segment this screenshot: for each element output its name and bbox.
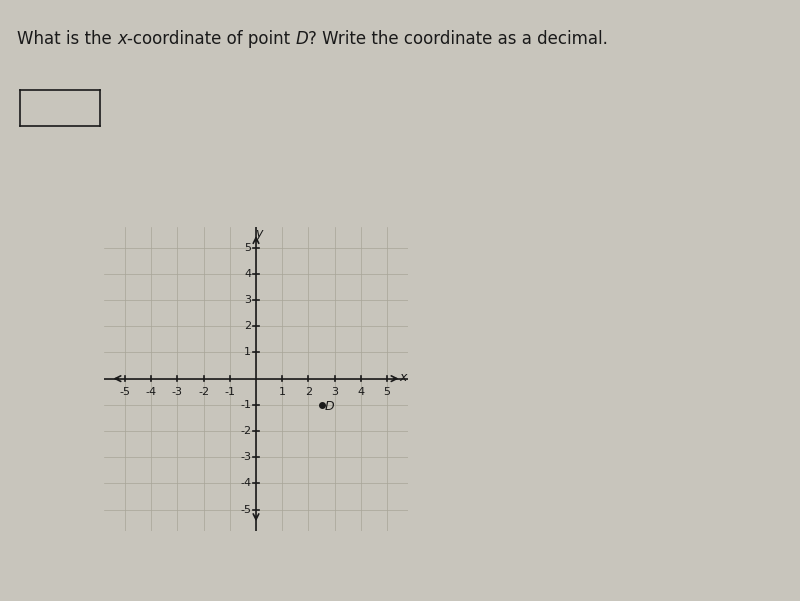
Text: -4: -4 (146, 387, 157, 397)
Text: -4: -4 (240, 478, 251, 489)
Text: 5: 5 (244, 243, 251, 252)
Text: -2: -2 (240, 426, 251, 436)
Text: 1: 1 (278, 387, 286, 397)
Text: -coordinate of point: -coordinate of point (127, 30, 295, 48)
Text: -3: -3 (172, 387, 183, 397)
Text: x: x (117, 30, 127, 48)
Text: 4: 4 (358, 387, 364, 397)
Text: 3: 3 (244, 295, 251, 305)
Text: 3: 3 (331, 387, 338, 397)
Text: -2: -2 (198, 387, 209, 397)
Text: -3: -3 (240, 452, 251, 462)
Text: -1: -1 (224, 387, 235, 397)
Text: D: D (325, 400, 334, 413)
Text: x: x (399, 371, 407, 384)
Text: What is the: What is the (17, 30, 117, 48)
Text: D: D (295, 30, 308, 48)
Text: -5: -5 (119, 387, 130, 397)
Text: y: y (255, 227, 263, 240)
Text: -5: -5 (240, 505, 251, 514)
Text: 1: 1 (244, 347, 251, 358)
Text: ? Write the coordinate as a decimal.: ? Write the coordinate as a decimal. (308, 30, 608, 48)
Text: -1: -1 (240, 400, 251, 410)
Text: 4: 4 (244, 269, 251, 279)
Text: 2: 2 (305, 387, 312, 397)
Text: 2: 2 (244, 321, 251, 331)
Text: 5: 5 (383, 387, 390, 397)
